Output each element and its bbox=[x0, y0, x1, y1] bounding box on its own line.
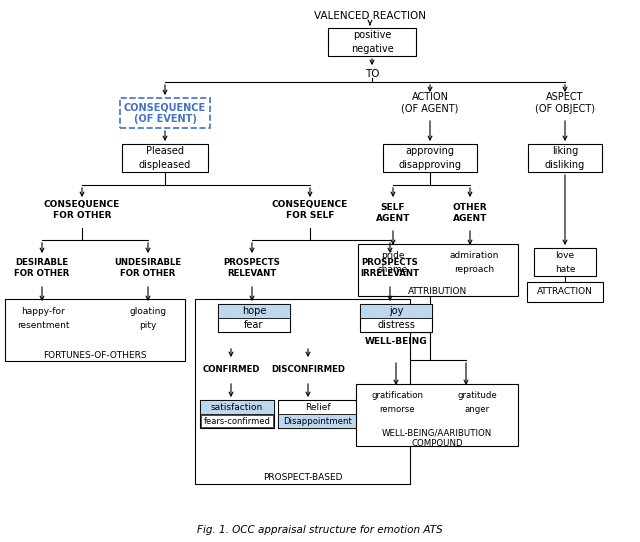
Text: resentment: resentment bbox=[17, 320, 69, 330]
Text: Disappointment: Disappointment bbox=[284, 416, 353, 425]
Text: Relief: Relief bbox=[305, 403, 331, 411]
Bar bbox=[118, 304, 178, 332]
Text: PROSPECT-BASED: PROSPECT-BASED bbox=[263, 473, 342, 481]
Text: hope: hope bbox=[242, 306, 266, 316]
Text: PROSPECTS
RELEVANT: PROSPECTS RELEVANT bbox=[223, 259, 280, 278]
Bar bbox=[362, 248, 424, 276]
Text: negative: negative bbox=[351, 44, 394, 54]
Bar bbox=[360, 304, 432, 318]
Text: hate: hate bbox=[555, 264, 575, 274]
Bar bbox=[8, 304, 78, 332]
Text: fear: fear bbox=[244, 320, 264, 330]
Bar bbox=[278, 400, 358, 428]
Text: shame: shame bbox=[378, 264, 408, 274]
Text: Fig. 1. OCC appraisal structure for emotion ATS: Fig. 1. OCC appraisal structure for emot… bbox=[197, 525, 443, 535]
Bar bbox=[534, 248, 596, 276]
Text: happy-for: happy-for bbox=[21, 306, 65, 315]
Text: admiration: admiration bbox=[450, 250, 499, 260]
Text: OTHER
AGENT: OTHER AGENT bbox=[452, 203, 487, 223]
Text: anger: anger bbox=[465, 404, 490, 414]
Text: ATTRIBUTION: ATTRIBUTION bbox=[408, 287, 468, 295]
Text: DISCONFIRMED: DISCONFIRMED bbox=[271, 365, 345, 373]
Text: fears-confirmed: fears-confirmed bbox=[204, 416, 271, 425]
Bar bbox=[5, 299, 185, 361]
Text: VALENCED REACTION: VALENCED REACTION bbox=[314, 11, 426, 21]
Bar bbox=[200, 400, 274, 428]
Bar bbox=[360, 388, 435, 416]
Bar bbox=[358, 244, 518, 296]
Text: PROSPECTS
IRRELEVANT: PROSPECTS IRRELEVANT bbox=[360, 259, 419, 278]
Bar bbox=[360, 304, 432, 332]
Text: gloating: gloating bbox=[129, 306, 166, 315]
Text: gratification: gratification bbox=[371, 390, 424, 399]
Text: CONSEQUENCE
(OF EVENT): CONSEQUENCE (OF EVENT) bbox=[124, 102, 206, 124]
Text: disapproving: disapproving bbox=[399, 160, 461, 170]
Text: ATTRACTION: ATTRACTION bbox=[537, 287, 593, 296]
Text: remorse: remorse bbox=[380, 404, 415, 414]
Text: SELF
AGENT: SELF AGENT bbox=[376, 203, 410, 223]
Bar bbox=[328, 28, 416, 56]
Text: ACTION
(OF AGENT): ACTION (OF AGENT) bbox=[401, 92, 459, 114]
Text: disliking: disliking bbox=[545, 160, 585, 170]
Text: DESIRABLE
FOR OTHER: DESIRABLE FOR OTHER bbox=[14, 259, 70, 278]
Bar bbox=[356, 384, 518, 446]
Bar bbox=[383, 144, 477, 172]
Text: CONSEQUENCE
FOR SELF: CONSEQUENCE FOR SELF bbox=[272, 201, 348, 220]
Text: WELL-BEING/AARIBUTION
COMPOUND: WELL-BEING/AARIBUTION COMPOUND bbox=[382, 428, 492, 448]
Bar bbox=[120, 98, 210, 128]
Bar bbox=[528, 144, 602, 172]
Text: approving: approving bbox=[406, 146, 454, 156]
Text: displeased: displeased bbox=[139, 160, 191, 170]
Text: FORTUNES-OF-OTHERS: FORTUNES-OF-OTHERS bbox=[43, 351, 147, 359]
Text: gratitude: gratitude bbox=[457, 390, 497, 399]
Text: pity: pity bbox=[140, 320, 157, 330]
Bar bbox=[441, 388, 513, 416]
Text: distress: distress bbox=[377, 320, 415, 330]
Text: reproach: reproach bbox=[454, 264, 495, 274]
Bar bbox=[122, 144, 208, 172]
Text: pride: pride bbox=[381, 250, 404, 260]
Bar bbox=[437, 248, 512, 276]
Text: liking: liking bbox=[552, 146, 578, 156]
Bar bbox=[200, 400, 274, 414]
Text: CONSEQUENCE
FOR OTHER: CONSEQUENCE FOR OTHER bbox=[44, 201, 120, 220]
Text: ASPECT
(OF OBJECT): ASPECT (OF OBJECT) bbox=[535, 92, 595, 114]
Text: UNDESIRABLE
FOR OTHER: UNDESIRABLE FOR OTHER bbox=[115, 259, 182, 278]
Text: love: love bbox=[556, 250, 575, 260]
Bar bbox=[195, 299, 410, 484]
Bar bbox=[278, 414, 358, 428]
Text: CONFIRMED: CONFIRMED bbox=[202, 365, 260, 373]
Bar bbox=[218, 304, 290, 318]
Bar bbox=[201, 415, 273, 427]
Text: WELL-BEING: WELL-BEING bbox=[365, 338, 428, 346]
Text: Pleased: Pleased bbox=[146, 146, 184, 156]
Bar bbox=[218, 304, 290, 332]
Text: TO: TO bbox=[365, 69, 380, 79]
Bar bbox=[527, 282, 603, 302]
Text: positive: positive bbox=[353, 30, 391, 40]
Text: satisfaction: satisfaction bbox=[211, 403, 263, 411]
Text: joy: joy bbox=[389, 306, 403, 316]
